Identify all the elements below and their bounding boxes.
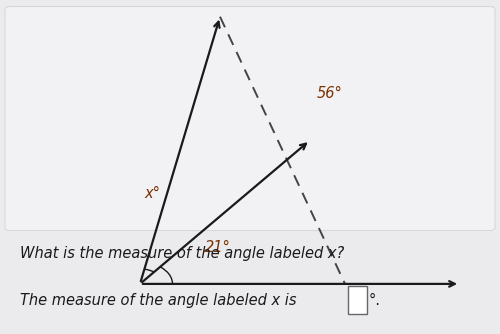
Text: x°: x° <box>144 186 160 201</box>
Text: 21°: 21° <box>204 240 231 255</box>
Text: The measure of the angle labeled x is: The measure of the angle labeled x is <box>20 293 296 308</box>
Text: 56°: 56° <box>317 86 343 101</box>
Text: °.: °. <box>369 293 381 308</box>
Bar <box>348 286 366 314</box>
Text: What is the measure of the angle labeled x?: What is the measure of the angle labeled… <box>20 246 344 261</box>
FancyBboxPatch shape <box>5 7 495 230</box>
